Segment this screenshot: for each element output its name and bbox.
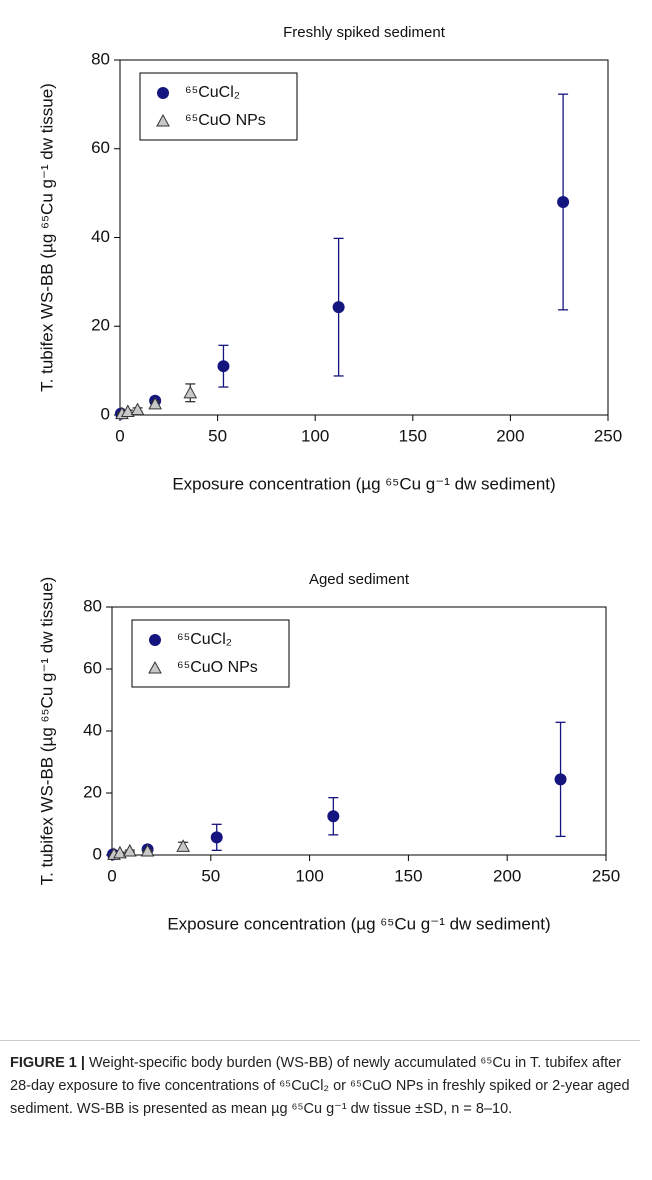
y-tick-label: 60 <box>91 138 110 157</box>
caption-label: FIGURE 1 | <box>10 1055 85 1071</box>
x-tick-label: 200 <box>493 866 521 885</box>
caption: FIGURE 1 | Weight-specific body burden (… <box>10 1052 635 1121</box>
x-tick-label: 200 <box>496 426 524 445</box>
point <box>149 634 161 646</box>
point <box>332 301 345 314</box>
x-tick-label: 150 <box>394 866 422 885</box>
x-axis-label: Exposure concentration (µg ⁶⁵Cu g⁻¹ dw s… <box>167 914 550 933</box>
x-tick-label: 0 <box>107 866 116 885</box>
x-tick-label: 250 <box>592 866 620 885</box>
y-tick-label: 0 <box>93 844 102 863</box>
legend-label: ⁶⁵CuCl₂ <box>177 631 232 648</box>
y-tick-label: 40 <box>91 227 110 246</box>
legend-box <box>139 72 298 141</box>
point <box>120 404 135 417</box>
point <box>130 402 145 416</box>
y-tick-label: 80 <box>91 49 110 68</box>
y-axis-label: T. tubifex WS-BB (µg ⁶⁵Cu g⁻¹ dw tissue) <box>37 577 56 886</box>
y-tick-label: 80 <box>83 596 102 615</box>
y-tick-label: 20 <box>91 316 110 335</box>
legend-label: ⁶⁵CuCl₂ <box>185 84 240 101</box>
y-axis-label: T. tubifex WS-BB (µg ⁶⁵Cu g⁻¹ dw tissue) <box>37 83 56 392</box>
y-tick-label: 0 <box>101 404 110 423</box>
point <box>557 196 570 208</box>
y-tick-label: 20 <box>83 782 102 801</box>
legend-label: ⁶⁵CuO NPs <box>177 659 258 676</box>
legend-box <box>131 619 290 688</box>
point <box>327 810 340 823</box>
point <box>148 660 162 674</box>
x-tick-label: 50 <box>208 426 227 445</box>
x-tick-label: 0 <box>115 426 124 445</box>
caption-text: Weight-specific body burden (WS-BB) of n… <box>10 1055 630 1117</box>
x-tick-label: 150 <box>399 426 427 445</box>
point <box>183 385 198 399</box>
chart-title: Aged sediment <box>309 571 410 588</box>
point <box>210 831 223 844</box>
point <box>122 843 137 857</box>
x-tick-label: 50 <box>201 866 220 885</box>
point <box>140 843 155 857</box>
x-tick-label: 250 <box>594 426 622 445</box>
caption-rule <box>0 1040 640 1041</box>
point <box>217 360 230 373</box>
x-tick-label: 100 <box>295 866 323 885</box>
point <box>113 845 127 859</box>
point <box>148 396 162 410</box>
x-axis-label: Exposure concentration (µg ⁶⁵Cu g⁻¹ dw s… <box>172 474 555 493</box>
point <box>554 773 567 786</box>
chart-title: Freshly spiked sediment <box>283 24 446 41</box>
y-tick-label: 60 <box>83 658 102 677</box>
x-tick-label: 100 <box>301 426 329 445</box>
point <box>156 113 170 127</box>
y-tick-label: 40 <box>83 720 102 739</box>
point <box>157 87 169 99</box>
legend-label: ⁶⁵CuO NPs <box>185 112 266 129</box>
point <box>176 839 190 852</box>
